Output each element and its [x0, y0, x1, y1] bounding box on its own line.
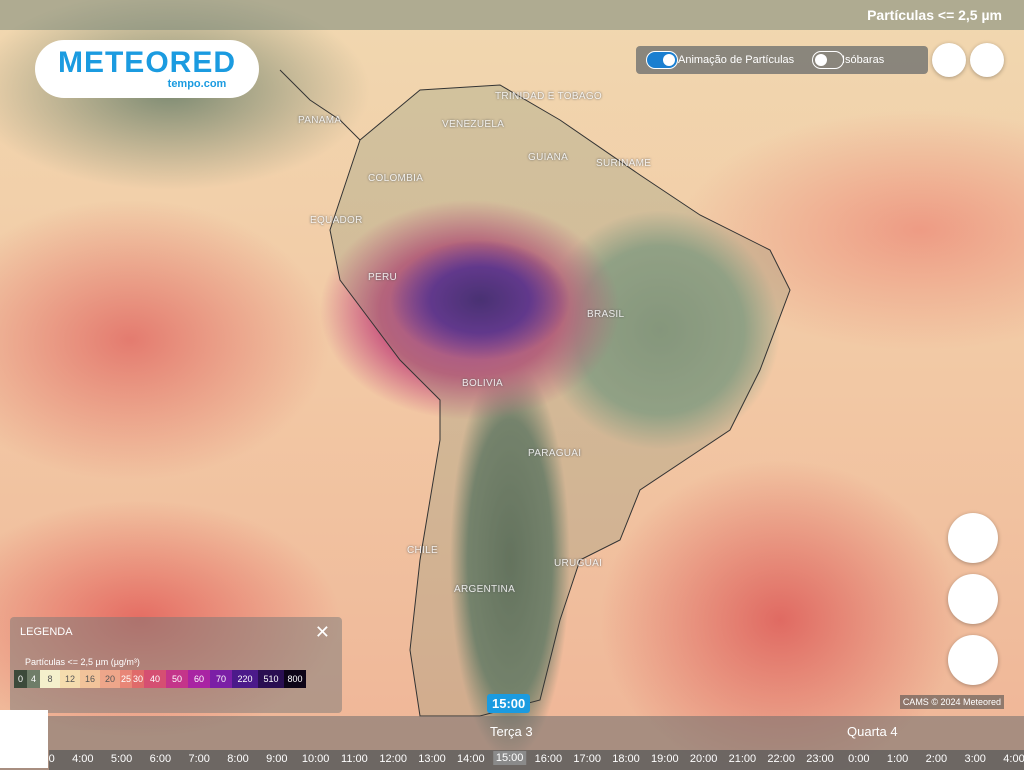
map-label: TRINIDAD E TOBAGO: [495, 91, 602, 102]
hour-label[interactable]: 15:00: [492, 751, 527, 765]
hour-label[interactable]: 19:00: [651, 753, 679, 765]
brand: METEORED: [57, 46, 236, 79]
hour-label[interactable]: 10:00: [301, 753, 330, 765]
legend-subtitle: Partículas <= 2,5 µm (µg/m³): [25, 657, 140, 667]
hour-label[interactable]: 4:00: [1003, 753, 1024, 765]
hour-label[interactable]: 11:00: [341, 753, 368, 765]
map-label: SURINAME: [596, 158, 652, 169]
hour-label[interactable]: 6:00: [149, 753, 172, 765]
map-label: EQUADOR: [310, 215, 363, 226]
legend-step: 220: [232, 670, 258, 688]
hour-label[interactable]: 8:00: [227, 753, 249, 765]
map-label: BOLIVIA: [462, 378, 504, 389]
legend-step: 8: [40, 670, 60, 688]
toggle-label: Isóbaras: [842, 54, 885, 66]
map-label: CHILE: [407, 545, 438, 556]
layers-button[interactable]: [948, 574, 998, 624]
close-legend[interactable]: ✕: [314, 622, 330, 642]
toggle-label: Animação de Partículas: [678, 54, 795, 66]
central-america: [279, 69, 361, 141]
toggle-switch[interactable]: [812, 51, 844, 69]
map-label: COLOMBIA: [368, 173, 424, 184]
hour-label[interactable]: 14:00: [457, 753, 485, 765]
hour-label[interactable]: 4:00: [72, 753, 94, 765]
map-label: PERU: [368, 272, 397, 283]
legend-step: 4: [27, 670, 40, 688]
map-label: ARGENTINA: [454, 584, 516, 595]
legend-step: 60: [188, 670, 210, 688]
legend-step: 40: [144, 670, 166, 688]
legend-step: 50: [166, 670, 188, 688]
map-label: BRASIL: [587, 309, 625, 320]
legend-step: 510: [258, 670, 284, 688]
hour-label[interactable]: 21:00: [728, 753, 757, 765]
hour-strip: 3:00 4:00 5:00 6:00 7:00 8:00 9:00 10:00 11:00 12…: [49, 750, 1024, 770]
legend-step: 30: [132, 670, 144, 688]
map-label: VENEZUELA: [442, 119, 505, 130]
hour-label[interactable]: 13:00: [418, 753, 446, 765]
search-button[interactable]: [948, 513, 998, 563]
legend-step: 16: [80, 670, 100, 688]
map-label: GUIANA: [528, 152, 569, 163]
site: tempo.com: [167, 78, 227, 90]
legend-step: 12: [60, 670, 80, 688]
hour-label[interactable]: 16:00: [534, 753, 563, 765]
hour-label[interactable]: 17:00: [573, 753, 601, 765]
map-label: PANAMA: [298, 115, 342, 126]
hour-label[interactable]: 1:00: [886, 753, 909, 765]
logo[interactable]: METEORED tempo.com: [35, 40, 259, 98]
toggle-bar: Animação de Partículas Isóbaras: [636, 46, 928, 74]
notifications-button[interactable]: [0, 710, 48, 768]
hour-label[interactable]: 18:00: [612, 753, 640, 765]
layer-title: Partículas <= 2,5 µm: [867, 7, 1002, 23]
hour-label[interactable]: 23:00: [806, 753, 834, 765]
legend-title: LEGENDA: [20, 626, 73, 638]
toggle-switch[interactable]: [646, 51, 678, 69]
legend: LEGENDA ✕ Partículas <= 2,5 µm (µg/m³) 0…: [10, 617, 342, 713]
legend-step: 800: [284, 670, 306, 688]
hour-label[interactable]: 9:00: [266, 753, 288, 765]
hour-label[interactable]: 7:00: [188, 753, 210, 765]
legend-step: 20: [100, 670, 120, 688]
current-time: 15:00: [487, 694, 531, 713]
day-label: Terça 3: [490, 724, 533, 739]
legend-step: 0: [14, 670, 27, 688]
attribution: CAMS © 2024 Meteored: [899, 695, 1004, 709]
legend-step: 70: [210, 670, 232, 688]
hour-label[interactable]: 12:00: [379, 753, 407, 765]
top-bar: Partículas <= 2,5 µm: [0, 0, 1024, 30]
hour-label[interactable]: 2:00: [925, 753, 948, 765]
hour-label[interactable]: 0:00: [848, 753, 870, 765]
hour-label[interactable]: 22:00: [767, 753, 795, 765]
map-label: PARAGUAI: [528, 448, 582, 459]
hour-label[interactable]: 3:00: [49, 753, 55, 765]
legend-step: 25: [120, 670, 132, 688]
hour-label[interactable]: 5:00: [110, 753, 133, 765]
settings-button[interactable]: [948, 635, 998, 685]
legend-scale: 0 4 8 12 16 20 25 30 40 50 60 70 220 510 800: [14, 670, 306, 688]
screenshot-button[interactable]: [932, 43, 966, 77]
hour-label[interactable]: 20:00: [689, 753, 718, 765]
map-label: URUGUAI: [554, 558, 603, 569]
fullscreen-button[interactable]: [970, 43, 1004, 77]
day-label: Quarta 4: [847, 724, 898, 739]
hour-label[interactable]: 3:00: [964, 753, 986, 765]
continent-outline: [329, 84, 791, 717]
timeline: 3:00 4:00 5:00 6:00 7:00 8:00 9:00 10:00 11:00 12…: [0, 716, 1024, 770]
